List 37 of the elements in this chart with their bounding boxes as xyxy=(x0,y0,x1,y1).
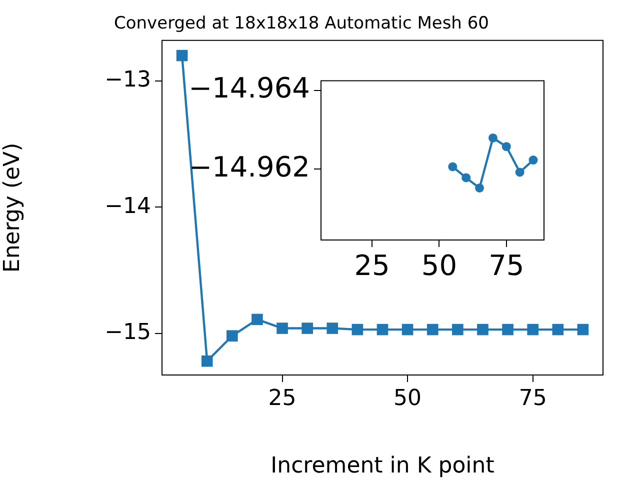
point xyxy=(326,322,338,334)
point xyxy=(462,173,471,182)
point xyxy=(352,324,364,336)
y-tick-label: −13 xyxy=(104,68,151,93)
point xyxy=(515,168,524,177)
y-tick-label: −15 xyxy=(104,320,151,346)
point xyxy=(528,156,538,165)
point xyxy=(452,324,464,336)
x-tick-label: 75 xyxy=(518,386,547,411)
point xyxy=(552,324,564,336)
point xyxy=(502,324,514,336)
point xyxy=(502,142,511,152)
point xyxy=(402,324,414,336)
x-tick-label: 50 xyxy=(394,386,422,411)
point xyxy=(276,322,288,334)
x-tick-label: 25 xyxy=(354,249,390,282)
point xyxy=(252,314,263,326)
x-tick-label: 25 xyxy=(268,386,296,411)
x-tick-label: 75 xyxy=(488,249,524,282)
x-tick-label: 50 xyxy=(421,249,458,282)
point xyxy=(302,322,313,334)
chart-title: Converged at 18x18x18 Automatic Mesh 60 xyxy=(114,14,489,34)
point xyxy=(426,324,438,336)
point xyxy=(176,50,188,62)
y-tick-label: −14 xyxy=(104,194,151,219)
point xyxy=(226,330,238,342)
point xyxy=(201,355,213,367)
y-axis-title: Energy (eV) xyxy=(0,142,25,273)
point xyxy=(577,324,589,336)
x-axis-title: Increment in K point xyxy=(270,454,495,479)
point xyxy=(475,183,484,192)
point xyxy=(488,133,498,142)
y-tick-label: −14.964 xyxy=(188,72,310,105)
point xyxy=(448,162,458,172)
point xyxy=(477,324,488,336)
point xyxy=(527,324,538,336)
point xyxy=(376,324,388,336)
